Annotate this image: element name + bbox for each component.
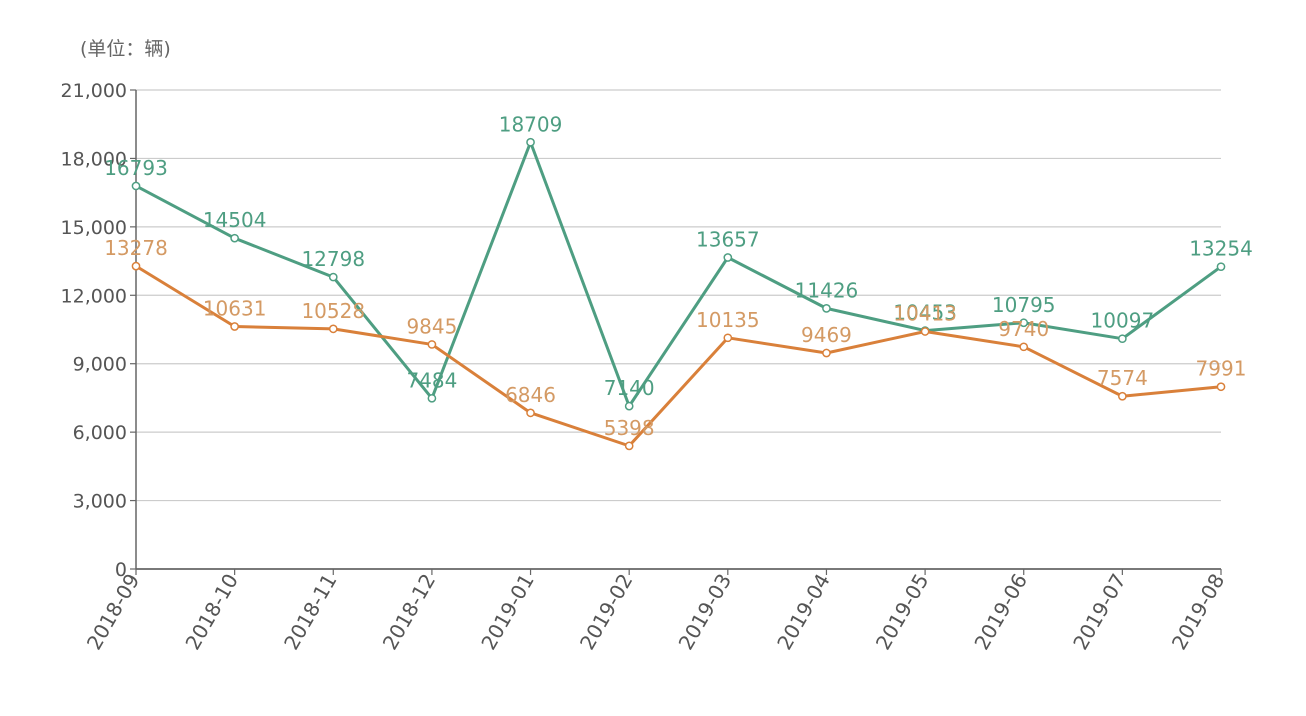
data-label: 14504 xyxy=(203,208,267,232)
data-label: 7484 xyxy=(406,368,457,392)
data-point xyxy=(1019,342,1029,352)
data-label: 5398 xyxy=(604,416,655,440)
data-label: 10097 xyxy=(1091,309,1155,333)
grid-layer xyxy=(136,89,1221,502)
data-label: 10795 xyxy=(992,293,1056,317)
data-label: 9845 xyxy=(406,314,457,338)
data-label: 7140 xyxy=(604,376,655,400)
data-label: 6846 xyxy=(505,383,556,407)
x-tick-label: 2019-02 xyxy=(575,570,638,654)
label-layer: 16793 14504 12798 7484 18709 7140 13657 11426 10… xyxy=(104,112,1253,440)
data-point xyxy=(526,137,535,147)
y-tick-label: 15,000 xyxy=(61,217,127,239)
data-point xyxy=(723,253,733,262)
data-point xyxy=(1118,334,1127,344)
y-tick-label: 9,000 xyxy=(73,354,127,376)
data-label: 18709 xyxy=(499,112,563,136)
axis-layer: 0 3,000 6,000 9,000 12,000 15,000 18,000 21,000… xyxy=(61,80,1230,654)
data-point xyxy=(1019,318,1029,328)
data-label: 10528 xyxy=(301,299,365,323)
data-label: 10631 xyxy=(203,297,267,321)
data-label: 7991 xyxy=(1196,357,1247,381)
data-label: 10413 xyxy=(893,301,957,325)
series-layer xyxy=(131,137,1226,451)
x-tick-label: 2019-03 xyxy=(674,570,737,654)
x-tick-label: 2019-06 xyxy=(969,570,1032,654)
data-label: 7574 xyxy=(1097,366,1148,390)
data-label: 9740 xyxy=(998,317,1049,341)
data-point xyxy=(427,393,437,403)
data-label: 16793 xyxy=(104,156,168,180)
unit-label: (单位：辆) xyxy=(80,38,171,60)
data-point xyxy=(328,324,338,334)
data-point xyxy=(427,340,437,349)
x-tick-label: 2018-10 xyxy=(180,570,243,654)
x-tick-label: 2019-08 xyxy=(1167,570,1230,654)
data-point xyxy=(920,327,930,336)
data-label: 12798 xyxy=(301,247,365,271)
data-point xyxy=(131,181,141,191)
x-tick-label: 2018-09 xyxy=(82,570,145,654)
data-point xyxy=(822,348,831,358)
x-tick-label: 2019-05 xyxy=(871,570,934,654)
y-tick-label: 18,000 xyxy=(61,148,127,170)
x-tick-label: 2019-01 xyxy=(476,570,539,654)
y-tick-label: 3,000 xyxy=(73,491,127,513)
data-point xyxy=(230,233,239,243)
y-tick-label: 0 xyxy=(115,559,127,581)
y-tick-label: 12,000 xyxy=(61,285,127,307)
data-point xyxy=(1216,382,1226,392)
data-label: 10453 xyxy=(893,301,957,325)
data-point xyxy=(624,441,634,451)
x-tick-label: 2019-07 xyxy=(1068,570,1131,654)
data-label: 10135 xyxy=(696,308,760,332)
series-line-2 xyxy=(134,264,1223,448)
data-label: 13278 xyxy=(104,236,168,260)
data-point xyxy=(822,304,831,313)
y-tick-label: 6,000 xyxy=(73,422,127,444)
data-point xyxy=(1118,391,1127,401)
data-point xyxy=(1216,262,1226,272)
y-tick-label: 21,000 xyxy=(61,80,127,102)
x-tick-label: 2018-11 xyxy=(279,570,342,654)
data-label: 11426 xyxy=(795,278,859,302)
x-tick-label: 2018-12 xyxy=(378,570,441,654)
data-label: 9469 xyxy=(801,323,852,347)
data-point xyxy=(723,333,733,343)
data-point xyxy=(526,408,535,418)
data-point xyxy=(230,322,239,331)
x-tick-label: 2019-04 xyxy=(772,570,835,654)
data-point xyxy=(131,261,141,271)
data-label: 13657 xyxy=(696,227,760,251)
series-line-1 xyxy=(134,140,1223,408)
data-point xyxy=(624,401,634,411)
data-point xyxy=(328,272,338,282)
data-label: 13254 xyxy=(1189,237,1253,261)
